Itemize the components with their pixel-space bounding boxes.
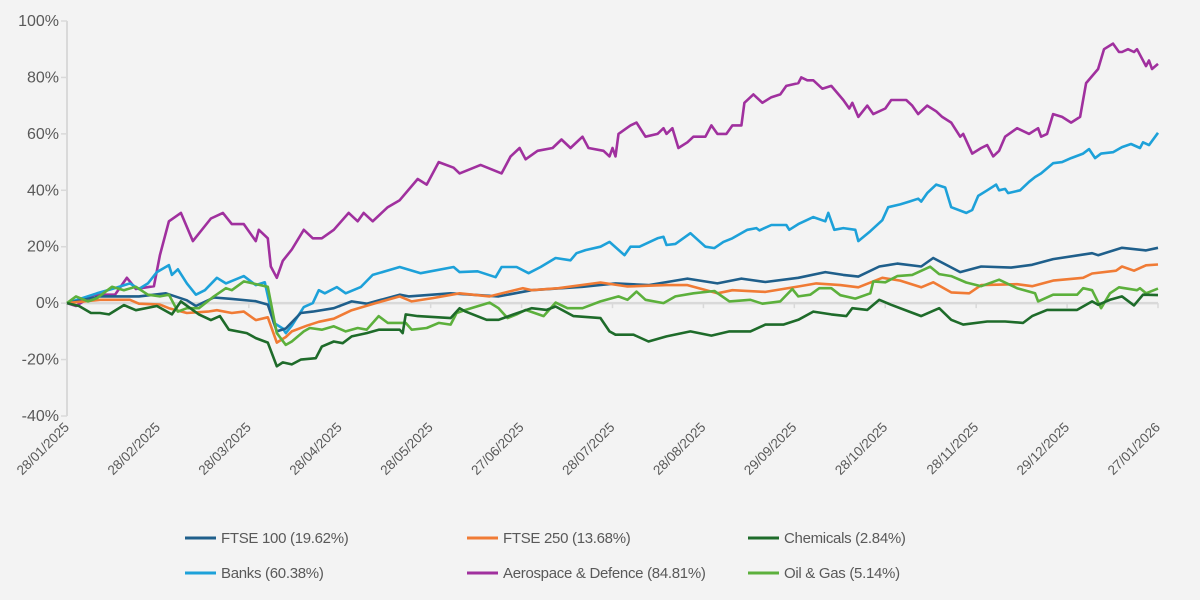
legend-label: Aerospace & Defence (84.81%) xyxy=(503,565,706,582)
series-line-ftse-100 xyxy=(66,246,1159,333)
legend-label: Banks (60.38%) xyxy=(221,565,324,582)
legend-label: Chemicals (2.84%) xyxy=(784,530,906,547)
legend-label: FTSE 250 (13.68%) xyxy=(503,530,631,547)
legend-item: Banks (60.38%) xyxy=(185,565,324,582)
legend-item: Aerospace & Defence (84.81%) xyxy=(467,565,706,582)
legend-label: Oil & Gas (5.14%) xyxy=(784,565,900,582)
series-line-chemicals xyxy=(66,293,1159,368)
y-tick-label: 40% xyxy=(27,182,59,199)
legend: FTSE 100 (19.62%) FTSE 250 (13.68%) Chemic… xyxy=(185,530,906,582)
legend-label: FTSE 100 (19.62%) xyxy=(221,530,349,547)
series-line-ftse-250 xyxy=(66,263,1159,344)
legend-item: Chemicals (2.84%) xyxy=(748,530,906,547)
y-tick-label: 100% xyxy=(18,13,59,30)
y-tick-label: 20% xyxy=(27,239,59,256)
y-tick-label: 80% xyxy=(27,69,59,86)
y-axis-labels: 100% 80% 60% 40% 20% 0% -20% -40% xyxy=(18,13,59,425)
y-tick-label: 60% xyxy=(27,126,59,143)
legend-item: FTSE 250 (13.68%) xyxy=(467,530,631,547)
y-tick-label: -40% xyxy=(22,408,59,425)
series-lines xyxy=(66,42,1160,368)
y-tick-label: -20% xyxy=(22,352,59,369)
legend-item: FTSE 100 (19.62%) xyxy=(185,530,349,547)
series-line-aerospace-defence xyxy=(66,42,1159,308)
y-tick-label: 0% xyxy=(36,295,59,312)
series-line-oil-gas xyxy=(66,265,1159,347)
legend-item: Oil & Gas (5.14%) xyxy=(748,565,900,582)
